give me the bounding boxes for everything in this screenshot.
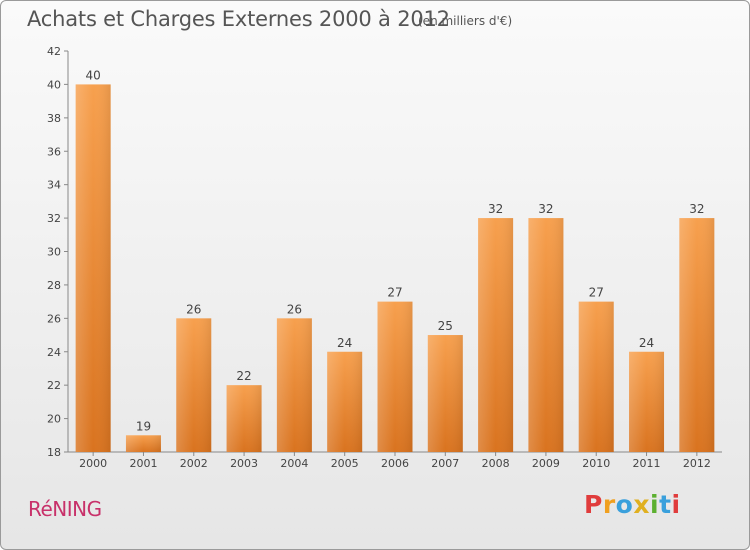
x-tick-label: 2006	[381, 457, 409, 470]
bar-value-label: 32	[689, 202, 704, 216]
bar-shine	[427, 335, 463, 452]
logo-letter: i	[671, 490, 681, 519]
x-tick-label: 2001	[129, 457, 157, 470]
bar-value-label: 19	[136, 419, 151, 433]
y-tick-label: 18	[47, 446, 61, 459]
bar-shine	[478, 218, 514, 452]
bar-value-label: 22	[236, 369, 251, 383]
y-tick-label: 28	[47, 279, 61, 292]
y-tick-label: 36	[47, 145, 61, 158]
x-tick-label: 2003	[230, 457, 258, 470]
logo-letter: x	[633, 490, 650, 519]
bar-shine	[327, 351, 363, 452]
y-tick-label: 24	[47, 346, 61, 359]
bar-value-label: 24	[337, 336, 352, 350]
logo-letter: i	[650, 490, 660, 519]
y-tick-label: 20	[47, 413, 61, 426]
bar-shine	[377, 301, 413, 452]
x-tick-label: 2002	[180, 457, 208, 470]
y-tick-label: 22	[47, 379, 61, 392]
logo-letter: r	[602, 490, 616, 519]
bar-shine	[125, 435, 161, 452]
x-tick-label: 2009	[532, 457, 560, 470]
bar-value-label: 32	[538, 202, 553, 216]
bar-shine	[75, 84, 111, 453]
bar-shine	[528, 218, 564, 452]
bar-value-label: 25	[438, 319, 453, 333]
chart-title: Achats et Charges Externes 2000 à 2012	[27, 7, 450, 31]
y-tick-label: 42	[47, 45, 61, 58]
bar-value-label: 40	[86, 68, 101, 82]
logo-letter: P	[584, 490, 603, 519]
y-tick-label: 32	[47, 212, 61, 225]
bar-shine	[578, 301, 614, 452]
y-tick-label: 26	[47, 312, 61, 325]
y-tick-label: 30	[47, 246, 61, 259]
bar-value-label: 27	[387, 286, 402, 300]
bar-shine	[176, 318, 212, 452]
bar-value-label: 26	[287, 302, 302, 316]
logo-letter: t	[659, 490, 672, 519]
commune-name: RéNING	[28, 497, 102, 521]
bar-shine	[629, 351, 665, 452]
bar-shine	[226, 385, 262, 452]
x-tick-label: 2007	[431, 457, 459, 470]
x-tick-label: 2011	[633, 457, 661, 470]
proxiti-logo[interactable]: Proxiti	[584, 490, 681, 519]
y-tick-label: 40	[47, 78, 61, 91]
x-tick-label: 2008	[482, 457, 510, 470]
x-tick-label: 2000	[79, 457, 107, 470]
x-tick-label: 2004	[280, 457, 308, 470]
y-tick-label: 34	[47, 179, 61, 192]
x-tick-label: 2010	[582, 457, 610, 470]
bar-shine	[679, 218, 715, 452]
bar-value-label: 24	[639, 336, 654, 350]
bar-shine	[276, 318, 312, 452]
bar-value-label: 26	[186, 302, 201, 316]
x-tick-label: 2005	[331, 457, 359, 470]
logo-letter: o	[615, 490, 634, 519]
x-tick-label: 2012	[683, 457, 711, 470]
bar-value-label: 32	[488, 202, 503, 216]
bar-value-label: 27	[589, 286, 604, 300]
chart-unit: (en milliers d'€)	[418, 14, 513, 28]
y-tick-label: 38	[47, 112, 61, 125]
